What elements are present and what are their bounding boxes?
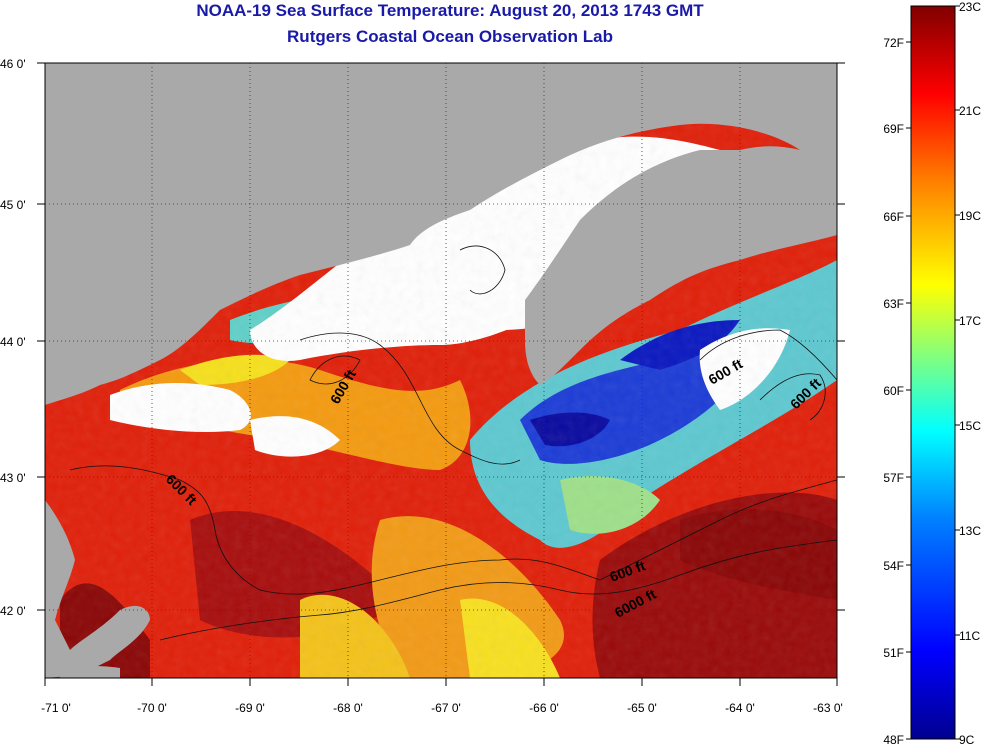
colorbar-f-label: 51F [883, 646, 904, 660]
gridlines [45, 63, 837, 678]
contour-600ft-ne [759, 373, 826, 421]
colorbar: 72F 69F 66F 63F 60F 57F 54F 51F 48F 23C … [883, 0, 981, 747]
contour-bay [459, 245, 506, 295]
colorbar-f-label: 54F [883, 559, 904, 573]
colorbar-f-label: 63F [883, 297, 904, 311]
colorbar-c-label: 17C [959, 314, 981, 328]
axis-ticks [37, 62, 845, 686]
colorbar-ticks [906, 5, 960, 740]
contour-600ft-east [699, 329, 837, 381]
lon-label-65: -65 0' [627, 701, 657, 715]
colorbar-c-label: 21C [959, 104, 981, 118]
lon-label-66: -66 0' [529, 701, 559, 715]
colorbar-gradient [910, 5, 956, 740]
contour-600ft-gulf [299, 332, 521, 465]
colorbar-c-label: 9C [959, 733, 975, 747]
longitude-labels: -71 0' -70 0' -69 0' -68 0' -67 0' -66 0… [41, 701, 843, 715]
contour-600ft-south [69, 465, 837, 595]
lon-label-69: -69 0' [235, 701, 265, 715]
lon-label-70: -70 0' [137, 701, 167, 715]
map-subtitle: Rutgers Coastal Ocean Observation Lab [287, 27, 613, 46]
map-title: NOAA-19 Sea Surface Temperature: August … [196, 1, 704, 20]
contour-600ft-basin [309, 355, 361, 385]
colorbar-c-label: 19C [959, 209, 981, 223]
colorbar-f-label: 60F [883, 384, 904, 398]
colorbar-c-label: 11C [959, 629, 980, 643]
land-cape-cod [45, 500, 150, 678]
lat-label-45: 45 0' [0, 198, 26, 212]
lon-label-64: -64 0' [725, 701, 755, 715]
colorbar-f-label: 66F [883, 210, 904, 224]
land-maine-nova-scotia [45, 63, 837, 405]
land-pei [740, 63, 837, 110]
latitude-labels: 46 0' 45 0' 44 0' 43 0' 42 0' [0, 57, 26, 618]
lat-label-46: 46 0' [0, 57, 26, 71]
colorbar-c-labels: 23C 21C 19C 17C 15C 13C 11C 9C [959, 0, 981, 747]
sst-plot [45, 63, 837, 678]
colorbar-c-label: 15C [959, 419, 981, 433]
lat-label-42: 42 0' [0, 604, 26, 618]
colorbar-f-labels: 72F 69F 66F 63F 60F 57F 54F 51F 48F [883, 36, 904, 747]
lat-label-43: 43 0' [0, 471, 26, 485]
lat-label-44: 44 0' [0, 335, 26, 349]
colorbar-f-label: 57F [883, 471, 904, 485]
contour-6000ft [159, 539, 837, 641]
lon-label-71: -71 0' [41, 701, 71, 715]
colorbar-f-label: 48F [883, 733, 904, 747]
colorbar-c-label: 13C [959, 524, 981, 538]
lon-label-68: -68 0' [333, 701, 363, 715]
colorbar-f-label: 72F [883, 36, 904, 50]
colorbar-f-label: 69F [883, 122, 904, 136]
colorbar-c-label: 23C [959, 0, 981, 14]
bathymetry-contours [69, 245, 837, 641]
plot-frame [44, 62, 838, 679]
lon-label-63: -63 0' [813, 701, 843, 715]
land-islands [60, 665, 120, 678]
lon-label-67: -67 0' [431, 701, 461, 715]
